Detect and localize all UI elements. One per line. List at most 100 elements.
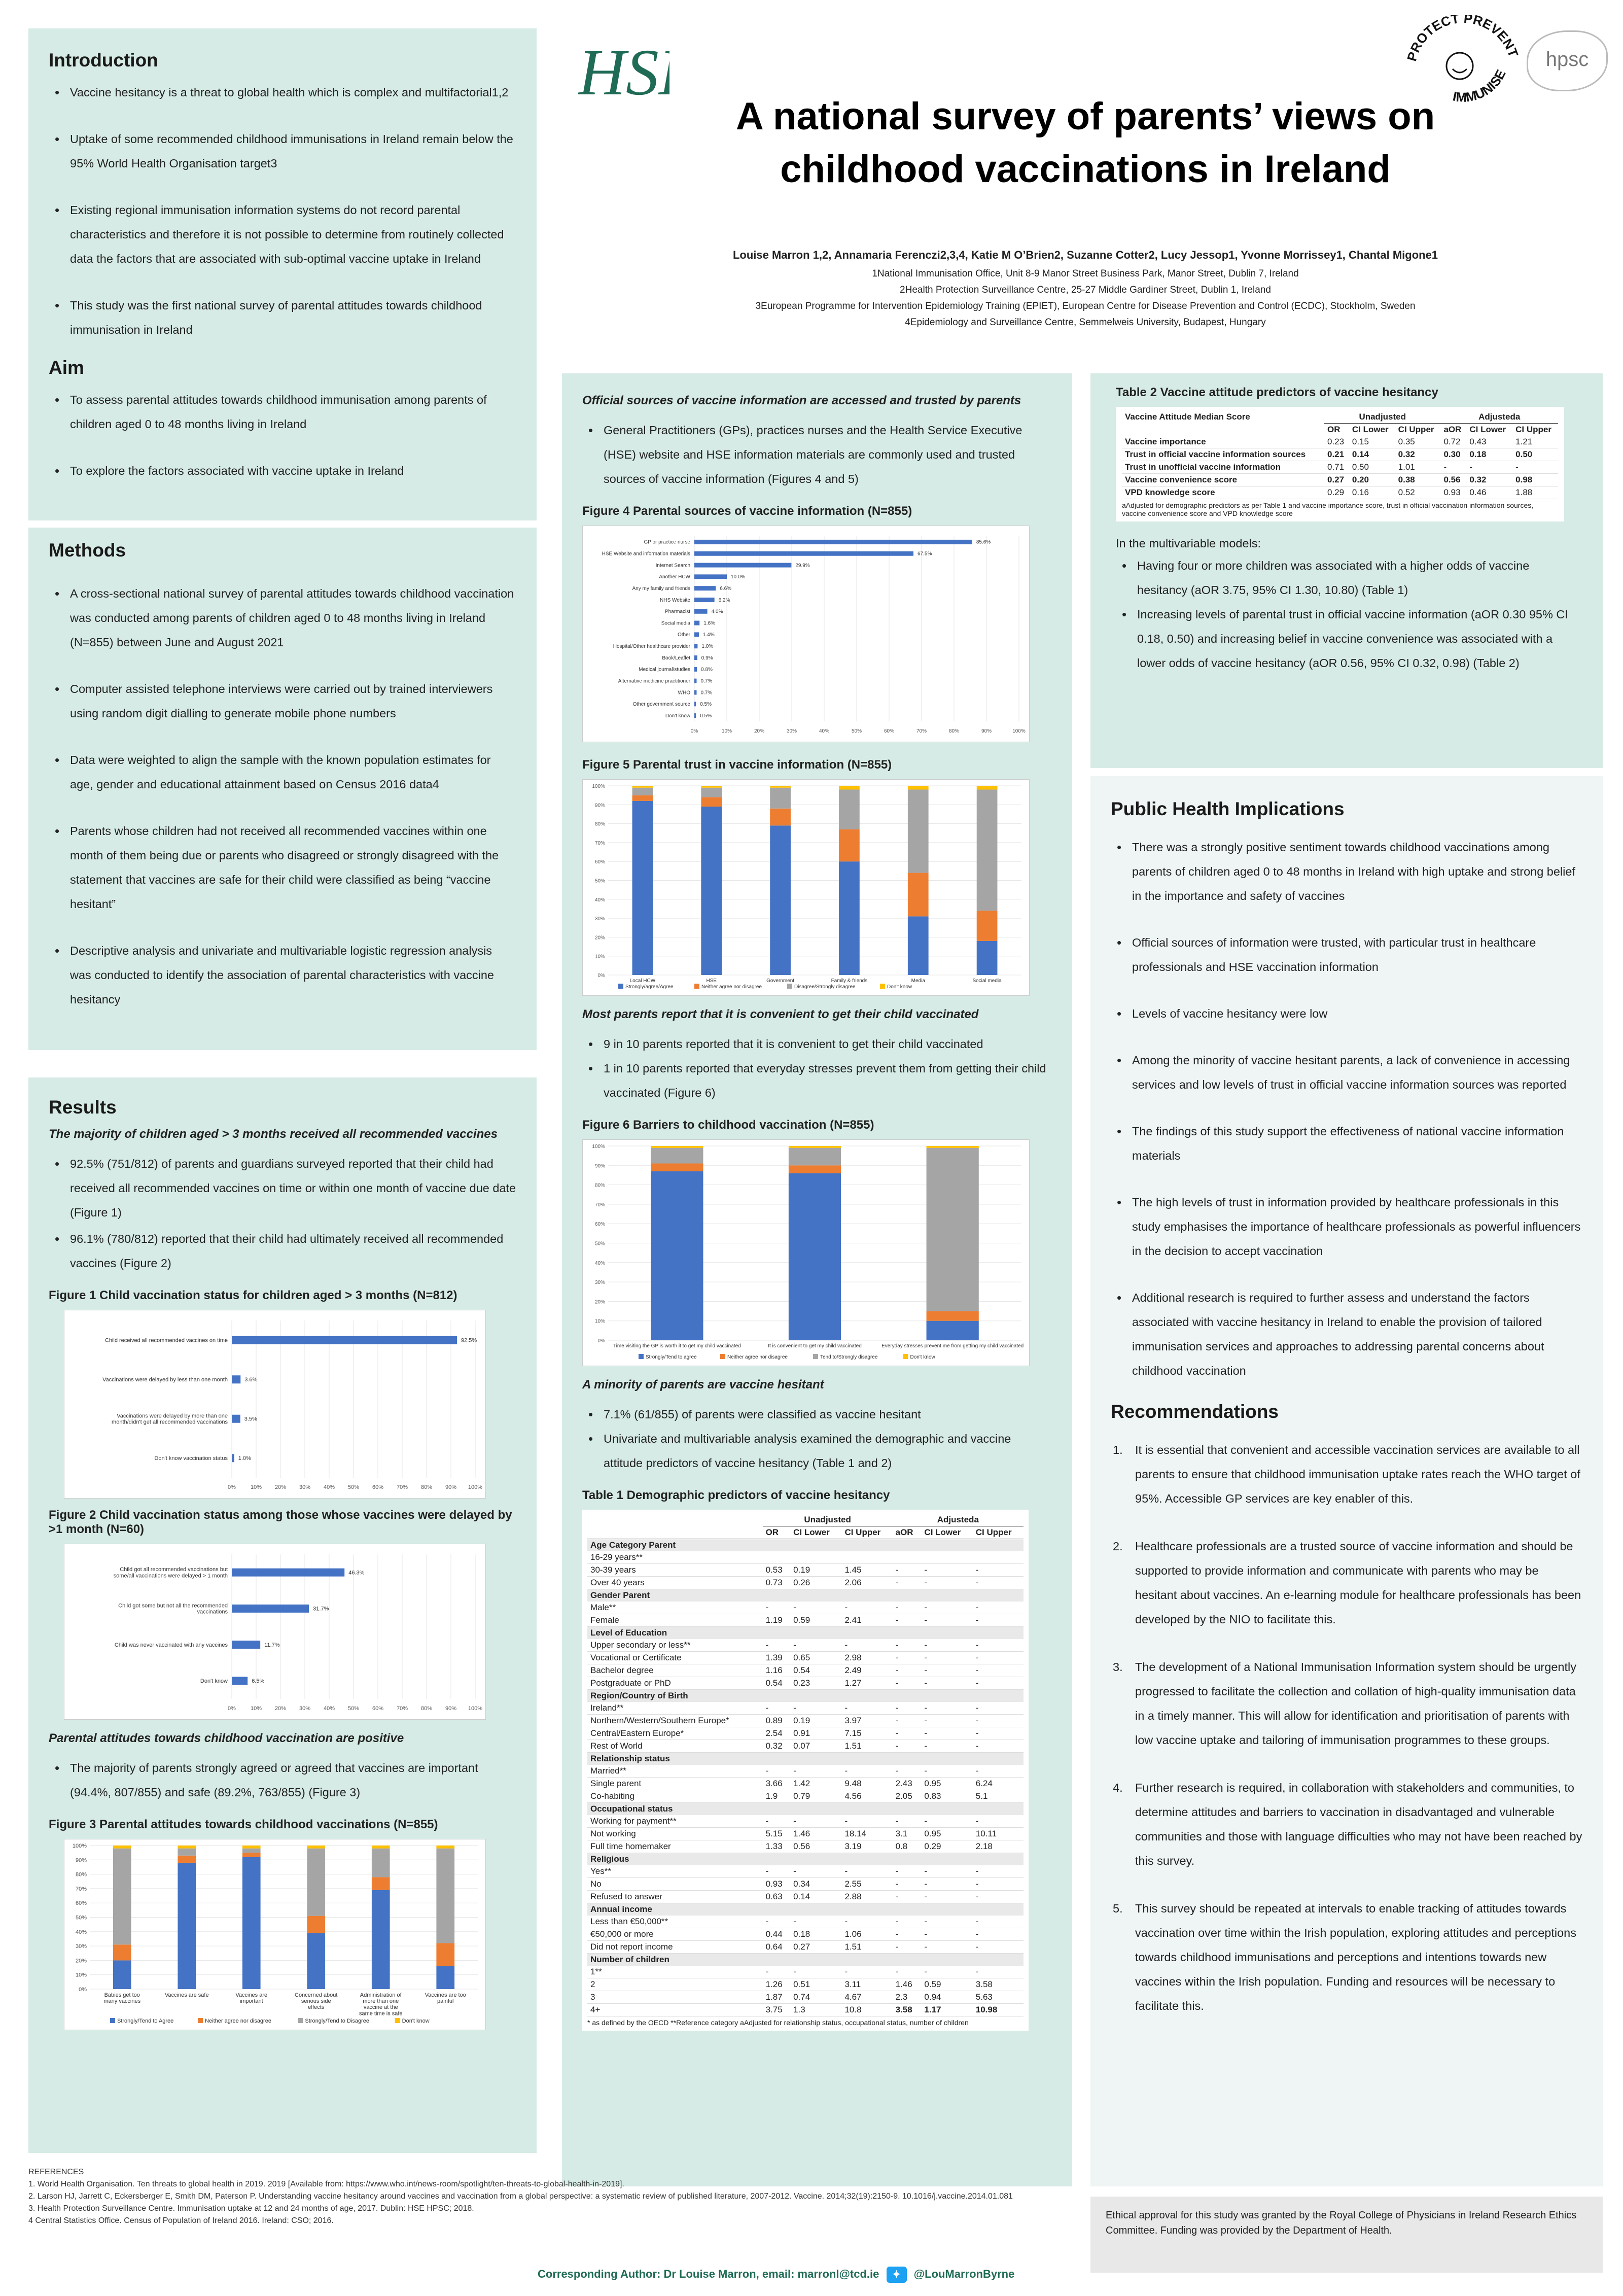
bar-segment: [839, 829, 860, 862]
table-1-cell: -: [972, 1727, 1024, 1740]
table-2-col-header: CI Upper: [1515, 425, 1551, 434]
public-health-item: Official sources of information were tru…: [1111, 930, 1582, 979]
table-1-cell: 10.11: [972, 1827, 1024, 1840]
table-1-cell: 3.58: [892, 2003, 922, 2016]
table-1-cell: -: [921, 1815, 973, 1828]
table-1-title: Table 1 Demographic predictors of vaccin…: [582, 1488, 890, 1502]
intro-list: Vaccine hesitancy is a threat to global …: [49, 80, 516, 342]
table-1-adjusted-header: Adjusteda: [892, 1514, 1024, 1526]
table-1-cell: -: [892, 1639, 922, 1652]
bar: [694, 586, 716, 591]
table-1-cell: 1.16: [762, 1664, 791, 1677]
bar: [232, 1677, 248, 1685]
table-1-col-header: CI Lower: [924, 1527, 961, 1537]
data-label: 31.7%: [313, 1606, 329, 1612]
table-2-cell: 0.46: [1466, 486, 1513, 499]
category-label: Other government source: [633, 702, 691, 707]
public-health-item: Levels of vaccine hesitancy were low: [1111, 1001, 1582, 1026]
table-row: Refused to answer 0.63 0.14 2.88- - -: [587, 1890, 1024, 1903]
corresponding-author: Corresponding Author: Dr Louise Marron, …: [538, 2267, 1096, 2283]
table-1-cell: -: [790, 1602, 842, 1614]
reference-item: 1. World Health Organisation. Ten threat…: [28, 2180, 624, 2188]
table-1-cell: -: [921, 1614, 973, 1627]
table-1-cell: -: [972, 1677, 1024, 1690]
results-item: 96.1% (780/812) reported that their chil…: [49, 1227, 516, 1275]
table-1-cell: -: [972, 1765, 1024, 1778]
table-1-row-label: Yes**: [587, 1865, 763, 1878]
bar: [694, 609, 708, 614]
table-1-group-row: Region/Country of Birth: [587, 1689, 1024, 1702]
bar-segment: [926, 1311, 979, 1321]
tick-label: 30%: [299, 1484, 310, 1490]
recommendation-text: Healthcare professionals are a trusted s…: [1135, 1540, 1581, 1626]
tick-label: 40%: [76, 1929, 87, 1935]
public-health-item: Additional research is required to furth…: [1111, 1285, 1582, 1383]
tick-label: 70%: [595, 841, 605, 846]
table-2-title: Table 2 Vaccine attitude predictors of v…: [1116, 386, 1438, 399]
data-label: 1.0%: [701, 644, 713, 649]
table-1-cell: -: [841, 1702, 893, 1715]
table-1-cell: 1.51: [841, 1740, 893, 1753]
results-item: The majority of parents strongly agreed …: [49, 1756, 516, 1804]
table-1-col-header: CI Lower: [793, 1527, 830, 1537]
bar-segment: [839, 789, 860, 829]
table-1-cell: -: [841, 1966, 893, 1978]
twitter-handle[interactable]: @LouMarronByrne: [913, 2267, 1015, 2280]
table-1-cell: 0.23: [790, 1677, 842, 1690]
table-2-cell: 0.43: [1466, 436, 1513, 448]
middle-item: 1 in 10 parents reported that everyday s…: [582, 1056, 1052, 1105]
recommendations-heading: Recommendations: [1111, 1401, 1279, 1422]
table-1-unadjusted-header: Unadjusted: [762, 1514, 893, 1526]
recommendation-item: 4. Further research is required, in colla…: [1113, 1781, 1582, 1867]
table-1-row-label: Postgraduate or PhD: [587, 1677, 763, 1690]
bar-segment: [976, 911, 998, 941]
table-1-cell: -: [892, 1865, 922, 1878]
table-1-group-row: Number of children: [587, 1953, 1024, 1966]
table-1-group-row: Age Category Parent: [587, 1539, 1024, 1551]
multivariable-list: Having four or more children was associa…: [1116, 553, 1577, 675]
table-2-cell: 0.50: [1349, 461, 1395, 474]
table-1-cell: 5.63: [972, 1991, 1024, 2004]
aim-item: To explore the factors associated with v…: [49, 459, 516, 483]
table-row: Trust in official vaccine information so…: [1122, 448, 1558, 461]
table-1-row-label: Less than €50,000**: [587, 1916, 763, 1928]
table-2-row-label: Vaccine convenience score: [1122, 473, 1324, 486]
bar-segment: [907, 873, 929, 917]
table-1-group-row: Occupational status: [587, 1802, 1024, 1815]
legend-swatch: [787, 984, 792, 989]
table-1-col-header: [587, 1526, 763, 1539]
tick-label: 40%: [819, 728, 829, 734]
hpsc-logo-text: hpsc: [1545, 48, 1589, 71]
table-1-cell: -: [921, 1865, 973, 1878]
methods-item: Parents whose children had not received …: [49, 819, 516, 916]
intro-panel: Introduction Vaccine hesitancy is a thre…: [28, 28, 537, 520]
table-1-cell: 0.91: [790, 1727, 842, 1740]
public-health-item: Among the minority of vaccine hesitant p…: [1111, 1048, 1582, 1097]
table-1-cell: 1.9: [762, 1790, 791, 1803]
category-label: Vaccines are safe: [165, 1992, 209, 1998]
bar-segment: [788, 1165, 841, 1173]
bar: [694, 632, 699, 637]
legend-swatch: [880, 984, 885, 989]
table-1-cell: 0.64: [762, 1940, 791, 1954]
table-1-row-label: Female: [587, 1614, 763, 1627]
table-1-cell: -: [972, 1602, 1024, 1614]
tick-label: 80%: [421, 1706, 432, 1712]
data-label: 6.5%: [252, 1678, 264, 1684]
table-1-row-label: Bachelor degree: [587, 1664, 763, 1677]
table-1-cell: 10.98: [972, 2003, 1024, 2016]
table-1-cell: [892, 1551, 922, 1564]
middle-subheading-3: A minority of parents are vaccine hesita…: [582, 1378, 824, 1391]
middle-item: Univariate and multivariable analysis ex…: [582, 1427, 1052, 1475]
bar-segment: [651, 1146, 703, 1148]
tick-label: 100%: [592, 1144, 605, 1150]
category-label: Any my family and friends: [632, 586, 691, 592]
ethics-box: Ethical approval for this study was gran…: [1090, 2197, 1603, 2273]
table-1-cell: [921, 1551, 973, 1564]
table-1-cell: 18.14: [841, 1827, 893, 1840]
table-2-cell: 0.16: [1349, 486, 1395, 499]
aim-item: To assess parental attitudes towards chi…: [49, 388, 516, 436]
figure-2-chart: 0% 10% 20% 30% 40% 50% 60% 70% 80% 90% 100% 46.3% Ch…: [64, 1544, 486, 1720]
data-label: 0.9%: [701, 655, 713, 661]
legend-swatch: [618, 984, 623, 989]
